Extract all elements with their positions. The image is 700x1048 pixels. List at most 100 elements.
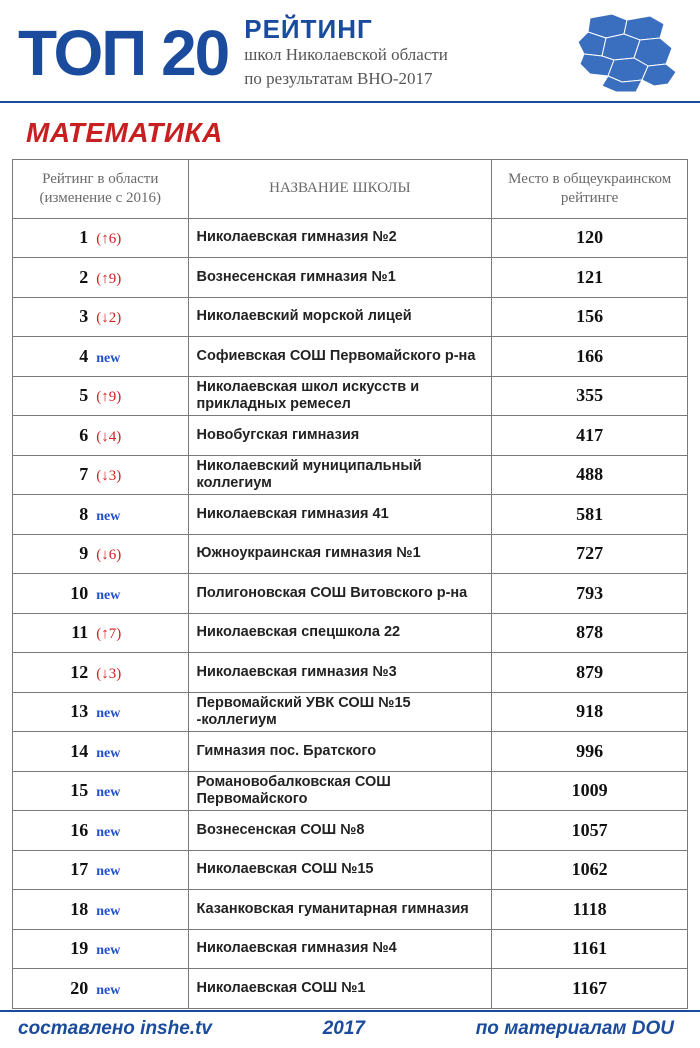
school-name: Николаевская гимназия №3 xyxy=(188,653,492,693)
ukraine-rank: 1118 xyxy=(492,890,688,930)
rank-change: new xyxy=(96,943,136,959)
ukraine-rank: 1009 xyxy=(492,771,688,811)
rank-cell: 9 (↓6) xyxy=(13,534,189,574)
table-row: 15 newРомановобалковская СОШ Первомайско… xyxy=(13,771,688,811)
rank-cell: 3 (↓2) xyxy=(13,297,189,337)
subtitle-line2: по результатам ВНО-2017 xyxy=(244,69,572,89)
ukraine-rank: 1161 xyxy=(492,929,688,969)
rank-change: new xyxy=(96,785,136,801)
ukraine-rank: 156 xyxy=(492,297,688,337)
rank-change: new xyxy=(96,904,136,920)
school-name: Романовобалковская СОШ Первомайского xyxy=(188,771,492,811)
rank-number: 18 xyxy=(64,899,88,920)
footer-center: 2017 xyxy=(323,1018,365,1040)
rank-cell: 10 new xyxy=(13,574,189,614)
rank-number: 6 xyxy=(64,425,88,446)
ukraine-rank: 727 xyxy=(492,534,688,574)
table-row: 6 (↓4)Новобугская гимназия417 xyxy=(13,416,688,456)
table-row: 1 (↑6)Николаевская гимназия №2120 xyxy=(13,218,688,258)
school-name: Николаевская спецшкола 22 xyxy=(188,613,492,653)
rank-number: 5 xyxy=(64,385,88,406)
rank-change: new xyxy=(96,706,136,722)
rank-change: (↑6) xyxy=(96,231,136,248)
table-row: 5 (↑9)Николаевская школ искусств и прикл… xyxy=(13,376,688,416)
table-row: 17 newНиколаевская СОШ №151062 xyxy=(13,850,688,890)
table-row: 11 (↑7)Николаевская спецшкола 22878 xyxy=(13,613,688,653)
rank-cell: 14 new xyxy=(13,732,189,772)
table-row: 13 new Первомайский УВК СОШ №15 -коллегиу… xyxy=(13,692,688,732)
rank-change: new xyxy=(96,509,136,525)
school-name: Софиевская СОШ Первомайского р-на xyxy=(188,337,492,377)
rank-cell: 2 (↑9) xyxy=(13,258,189,298)
rank-number: 7 xyxy=(64,464,88,485)
rank-cell: 6 (↓4) xyxy=(13,416,189,456)
school-name: Николаевская СОШ №1 xyxy=(188,969,492,1009)
region-map-icon xyxy=(572,10,682,95)
rank-number: 20 xyxy=(64,978,88,999)
table-header-row: Рейтинг в области (изменение с 2016) НАЗ… xyxy=(13,160,688,219)
ukraine-rank: 1062 xyxy=(492,850,688,890)
rank-cell: 16 new xyxy=(13,811,189,851)
rank-change: new xyxy=(96,588,136,604)
school-name: Гимназия пос. Братского xyxy=(188,732,492,772)
rank-cell: 15 new xyxy=(13,771,189,811)
ukraine-rank: 1167 xyxy=(492,969,688,1009)
rank-number: 11 xyxy=(64,622,88,643)
rank-number: 2 xyxy=(64,267,88,288)
rank-number: 8 xyxy=(64,504,88,525)
school-name: Новобугская гимназия xyxy=(188,416,492,456)
ukraine-rank: 488 xyxy=(492,455,688,495)
subject-title: МАТЕМАТИКА xyxy=(0,103,700,159)
table-row: 2 (↑9)Вознесенская гимназия №1121 xyxy=(13,258,688,298)
rank-cell: 4 new xyxy=(13,337,189,377)
table-row: 8 newНиколаевская гимназия 41581 xyxy=(13,495,688,535)
footer-right: по материалам DOU xyxy=(476,1018,674,1040)
rank-cell: 19 new xyxy=(13,929,189,969)
ukraine-rank: 355 xyxy=(492,376,688,416)
ukraine-rank: 1057 xyxy=(492,811,688,851)
table-row: 7 (↓3)Николаевский муниципальный коллеги… xyxy=(13,455,688,495)
footer: составлено inshe.tv 2017 по материалам D… xyxy=(0,1010,700,1048)
rank-change: new xyxy=(96,864,136,880)
rank-change: (↑7) xyxy=(96,626,136,643)
school-name: Первомайский УВК СОШ №15 -коллегиум xyxy=(188,692,492,732)
rank-cell: 1 (↑6) xyxy=(13,218,189,258)
top20-title: ТОП 20 xyxy=(18,21,228,85)
table-row: 18 new Казанковская гуманитарная гимназия… xyxy=(13,890,688,930)
school-name: Николаевская гимназия 41 xyxy=(188,495,492,535)
rank-number: 9 xyxy=(64,543,88,564)
school-name: Южноукраинская гимназия №1 xyxy=(188,534,492,574)
rank-number: 13 xyxy=(64,701,88,722)
rank-change: new xyxy=(96,746,136,762)
rank-cell: 12 (↓3) xyxy=(13,653,189,693)
school-name: Николаевская гимназия №2 xyxy=(188,218,492,258)
col-header-rank: Рейтинг в области (изменение с 2016) xyxy=(13,160,189,219)
ukraine-rank: 166 xyxy=(492,337,688,377)
ukraine-rank: 581 xyxy=(492,495,688,535)
rank-change: new xyxy=(96,983,136,999)
rank-number: 12 xyxy=(64,662,88,683)
table-row: 3 (↓2)Николаевский морской лицей156 xyxy=(13,297,688,337)
rank-number: 14 xyxy=(64,741,88,762)
table-row: 12 (↓3)Николаевская гимназия №3879 xyxy=(13,653,688,693)
header-texts: РЕЙТИНГ школ Николаевской области по рез… xyxy=(244,16,572,89)
col-header-school: НАЗВАНИЕ ШКОЛЫ xyxy=(188,160,492,219)
rank-change: (↓3) xyxy=(96,468,136,485)
school-name: Полигоновская СОШ Витовского р-на xyxy=(188,574,492,614)
rank-cell: 8 new xyxy=(13,495,189,535)
school-name: Вознесенская гимназия №1 xyxy=(188,258,492,298)
school-name: Николаевская СОШ №15 xyxy=(188,850,492,890)
rank-change: (↓3) xyxy=(96,666,136,683)
table-row: 9 (↓6)Южноукраинская гимназия №1727 xyxy=(13,534,688,574)
subtitle-line1: школ Николаевской области xyxy=(244,45,572,65)
rank-change: (↓6) xyxy=(96,547,136,564)
rank-cell: 11 (↑7) xyxy=(13,613,189,653)
rank-cell: 5 (↑9) xyxy=(13,376,189,416)
col-header-urank: Место в общеукраинском рейтинге xyxy=(492,160,688,219)
school-name: Казанковская гуманитарная гимназия xyxy=(188,890,492,930)
table-row: 16 newВознесенская СОШ №81057 xyxy=(13,811,688,851)
ukraine-rank: 121 xyxy=(492,258,688,298)
school-name: Николаевская гимназия №4 xyxy=(188,929,492,969)
school-name: Николаевский морской лицей xyxy=(188,297,492,337)
table-row: 4 newСофиевская СОШ Первомайского р-на16… xyxy=(13,337,688,377)
